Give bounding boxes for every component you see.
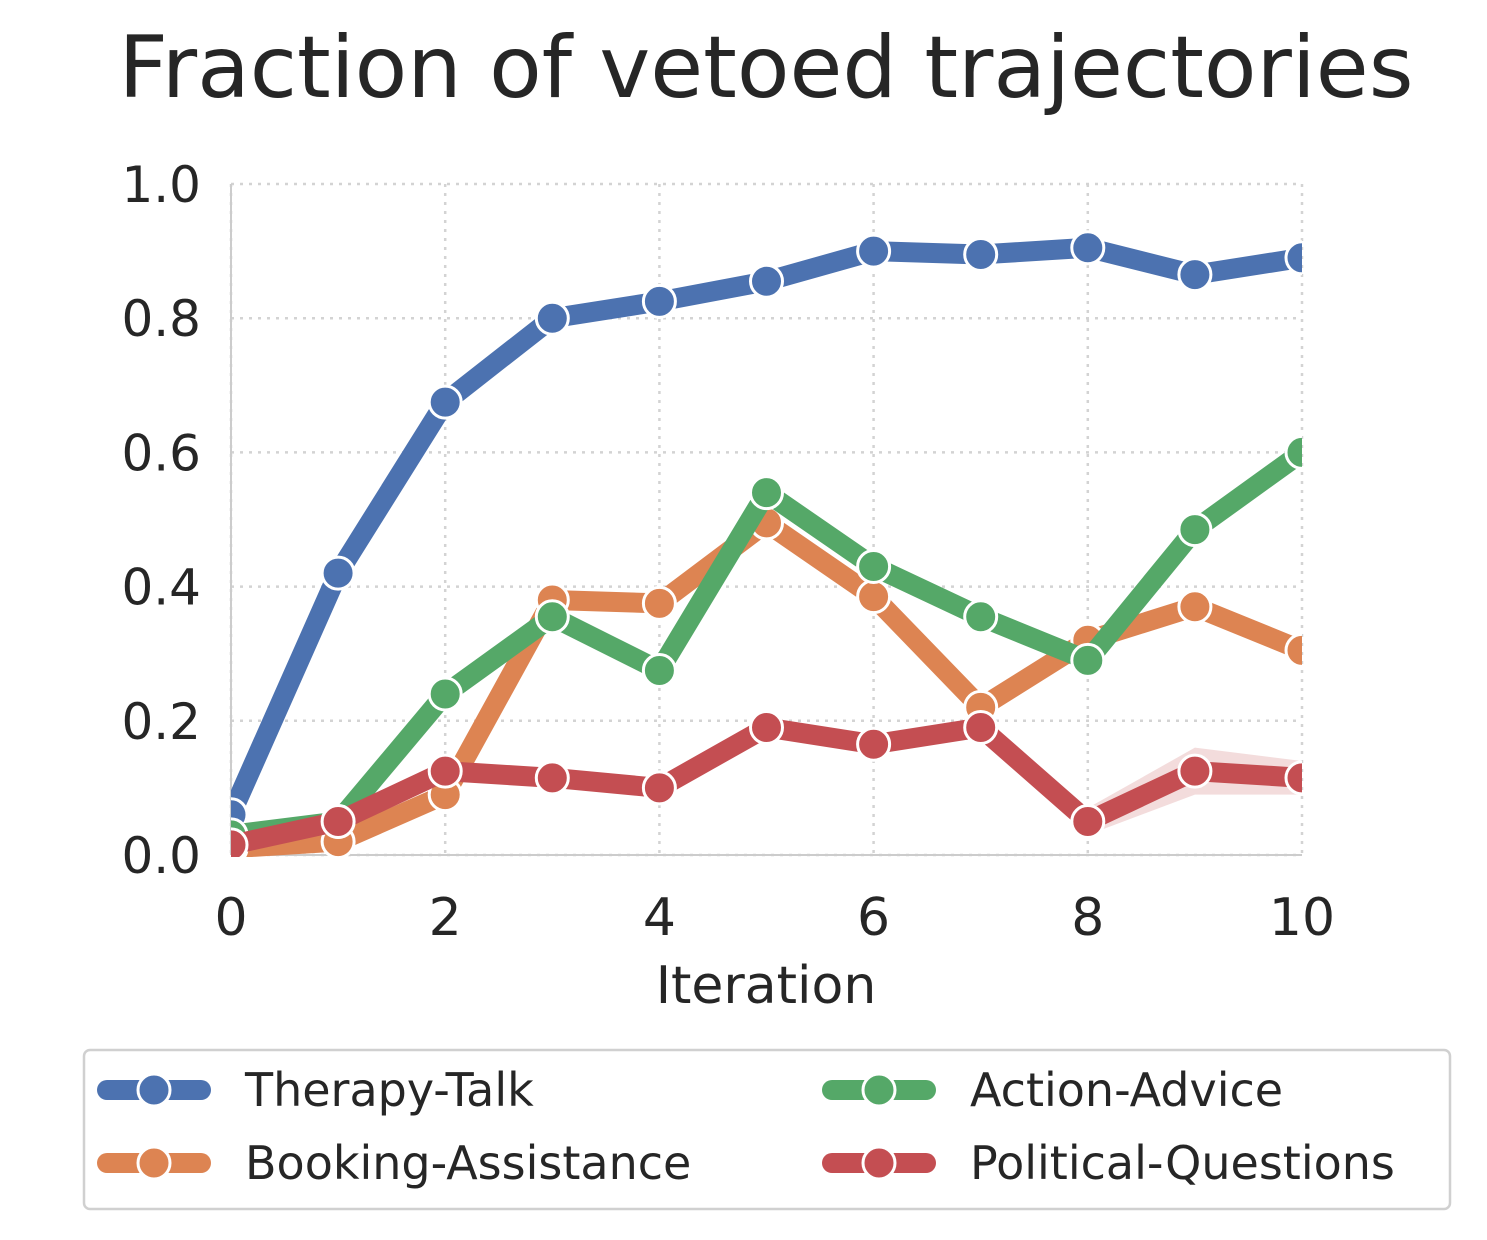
data-point-action-advice — [963, 599, 999, 635]
y-tick-label: 1.0 — [121, 156, 201, 214]
data-point-action-advice — [1070, 642, 1106, 678]
data-point-political-questions — [749, 710, 784, 746]
data-point-action-advice — [641, 652, 677, 688]
data-point-action-advice — [1177, 512, 1213, 548]
data-point-action-advice — [856, 548, 892, 584]
x-tick-label: 8 — [1071, 888, 1104, 948]
data-point-booking-assistance — [641, 585, 677, 621]
legend-label-therapy-talk: Therapy-Talk — [244, 1063, 534, 1117]
legend-marker-therapy-talk — [136, 1072, 172, 1108]
y-tick-label: 0.6 — [121, 424, 201, 482]
x-tick-label: 10 — [1269, 888, 1335, 948]
data-point-political-questions — [641, 770, 677, 806]
data-point-political-questions — [1070, 803, 1106, 839]
x-axis-label: Iteration — [655, 956, 877, 1016]
data-point-political-questions — [856, 726, 892, 762]
data-point-therapy-talk — [749, 263, 784, 299]
legend-marker-action-advice — [861, 1072, 897, 1108]
data-point-political-questions — [963, 710, 999, 746]
data-point-therapy-talk — [1070, 230, 1106, 266]
x-tick-label: 4 — [643, 888, 676, 948]
data-point-political-questions — [231, 827, 249, 857]
y-tick-label: 0.4 — [121, 559, 201, 617]
data-point-therapy-talk — [1177, 257, 1213, 293]
chart-title: Fraction of vetoed trajectories — [118, 18, 1414, 118]
data-point-therapy-talk — [1284, 240, 1302, 276]
legend-marker-political-questions — [861, 1145, 897, 1181]
data-point-political-questions — [1177, 753, 1213, 789]
legend: Therapy-Talk Booking-Assistance Action-Adv… — [82, 1048, 1452, 1211]
x-tick-label: 6 — [857, 888, 890, 948]
data-point-action-advice — [749, 475, 784, 511]
data-point-booking-assistance — [1284, 632, 1302, 668]
legend-marker-booking-assistance — [136, 1145, 172, 1181]
data-point-therapy-talk — [427, 384, 463, 420]
y-tick-label: 0.0 — [121, 827, 201, 885]
plot-area — [231, 230, 1302, 857]
data-point-therapy-talk — [856, 233, 892, 269]
data-point-therapy-talk — [534, 300, 570, 336]
data-point-therapy-talk — [641, 283, 677, 319]
data-point-action-advice — [427, 676, 463, 712]
legend-label-political-questions: Political-Questions — [970, 1136, 1395, 1190]
legend-box — [82, 1048, 1452, 1211]
data-point-action-advice — [534, 599, 570, 635]
data-point-political-questions — [320, 803, 356, 839]
data-point-therapy-talk — [963, 236, 999, 272]
y-tick-label: 0.2 — [121, 693, 201, 751]
data-point-booking-assistance — [1177, 589, 1213, 625]
x-tick-label: 0 — [214, 888, 247, 948]
data-point-political-questions — [534, 760, 570, 796]
legend-label-booking-assistance: Booking-Assistance — [245, 1136, 691, 1190]
data-point-political-questions — [427, 753, 463, 789]
data-point-action-advice — [1284, 434, 1302, 470]
legend-label-action-advice: Action-Advice — [970, 1063, 1283, 1117]
y-tick-label: 0.8 — [121, 290, 201, 348]
data-point-therapy-talk — [320, 555, 356, 591]
data-point-booking-assistance — [856, 579, 892, 615]
data-point-political-questions — [1284, 760, 1302, 796]
x-tick-label: 2 — [429, 888, 462, 948]
